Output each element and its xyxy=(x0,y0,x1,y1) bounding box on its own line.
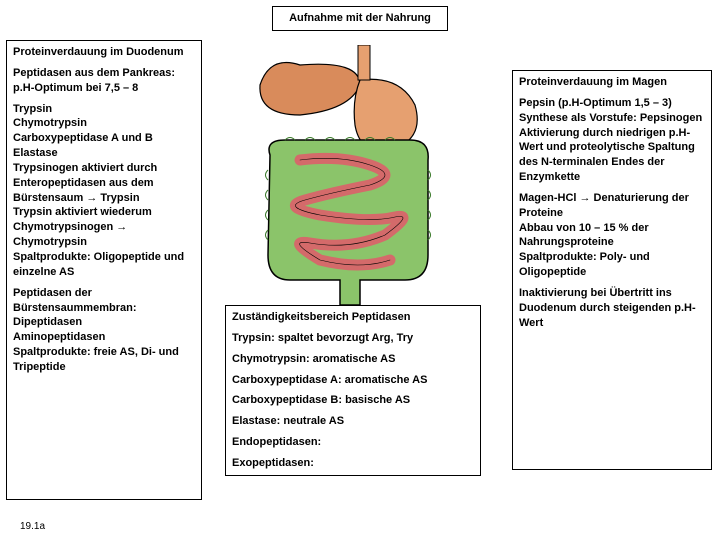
left-p1: Peptidasen aus dem Pankreas: p.H-Optimum… xyxy=(13,66,195,96)
center-l4: Carboxypeptidase A: aromatische AS xyxy=(232,373,474,388)
header-box: Aufnahme mit der Nahrung xyxy=(272,6,448,31)
left-title: Proteinverdauung im Duodenum xyxy=(13,45,195,60)
esophagus-shape xyxy=(358,45,370,80)
footer-label: 19.1a xyxy=(20,521,45,532)
center-l6: Elastase: neutrale AS xyxy=(232,414,474,429)
left-p3: Peptidasen der Bürstensaummembran: Dipep… xyxy=(13,286,195,375)
center-l7: Endopeptidasen: xyxy=(232,435,474,450)
center-l8: Exopeptidasen: xyxy=(232,456,474,471)
right-p2: Magen-HCl → Denaturierung der Proteine A… xyxy=(519,191,705,280)
center-l2: Trypsin: spaltet bevorzugt Arg, Try xyxy=(232,331,474,346)
left-p2: Trypsin Chymotrypsin Carboxypeptidase A … xyxy=(13,102,195,280)
digestive-diagram xyxy=(210,45,490,315)
right-p1: Pepsin (p.H-Optimum 1,5 – 3) Synthese al… xyxy=(519,96,705,185)
center-box: Zuständigkeitsbereich Peptidasen Trypsin… xyxy=(225,305,481,476)
center-l1: Zuständigkeitsbereich Peptidasen xyxy=(232,310,474,325)
right-p3: Inaktivierung bei Übertritt ins Duodenum… xyxy=(519,286,705,331)
right-box: Proteinverdauung im Magen Pepsin (p.H-Op… xyxy=(512,70,712,470)
header-title: Aufnahme mit der Nahrung xyxy=(289,12,431,24)
left-box: Proteinverdauung im Duodenum Peptidasen … xyxy=(6,40,202,500)
center-l3: Chymotrypsin: aromatische AS xyxy=(232,352,474,367)
right-title: Proteinverdauung im Magen xyxy=(519,75,705,90)
center-l5: Carboxypeptidase B: basische AS xyxy=(232,393,474,408)
liver-shape xyxy=(260,63,360,116)
